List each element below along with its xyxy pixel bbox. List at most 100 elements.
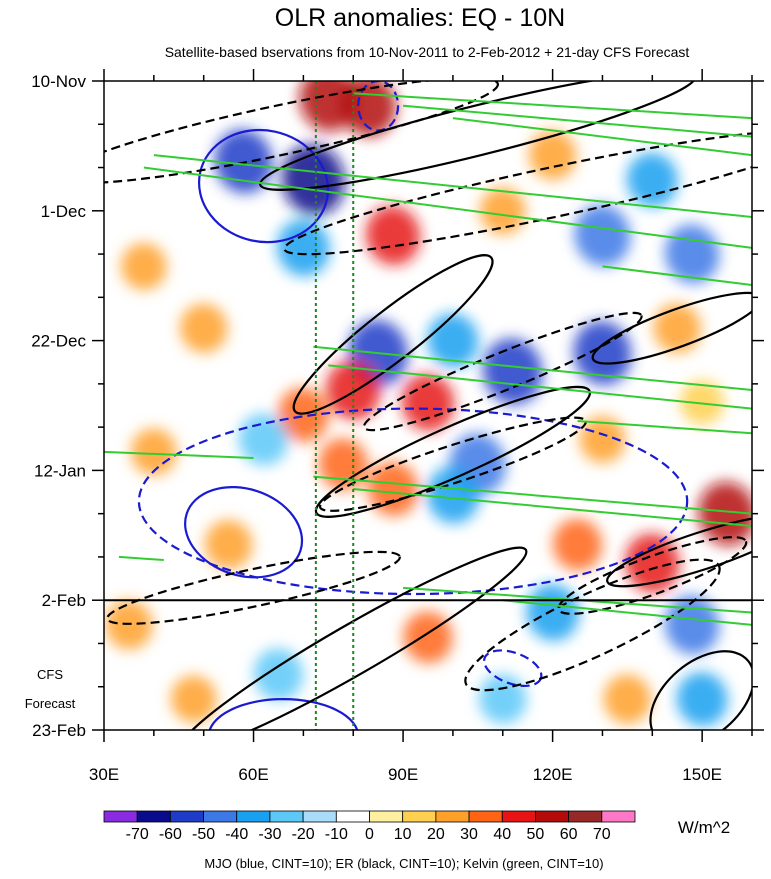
anomaly-blob-24: [552, 518, 603, 571]
colorbar-label-11: 40: [493, 826, 511, 843]
anomaly-blob-20: [367, 461, 419, 517]
reference-lines: [314, 81, 355, 730]
colorbar-swatch-8: [369, 810, 404, 823]
colorbar-swatch-15: [601, 810, 636, 823]
plot-frame: [103, 80, 753, 731]
colorbar-label-12: 50: [527, 826, 545, 843]
mjo-contour-5: [208, 698, 359, 730]
kelvin-contour-3: [402, 104, 752, 138]
anomaly-blob-15: [325, 360, 381, 420]
x-tick-label-4: 150E: [682, 765, 722, 784]
colorbar-label-5: -20: [292, 826, 315, 843]
mjo-contour-1: [357, 81, 400, 132]
anomaly-blob-16: [401, 374, 455, 431]
anomaly-blob-4: [365, 206, 421, 266]
anomaly-blob-1: [340, 81, 397, 137]
colorbar-swatch-13: [535, 810, 570, 823]
colorbar-label-14: 70: [593, 826, 611, 843]
anomaly-blob-32: [179, 303, 228, 353]
colorbar-units: W/m^2: [678, 818, 730, 837]
er-contour-1: [259, 81, 697, 191]
heatmap-layer: [105, 81, 752, 727]
plot-area: 10-Nov 1-Dec 22-Dec 12-Jan 2-Feb 23-Feb 30E 60…: [31, 69, 764, 784]
anomaly-blob-7: [574, 204, 631, 267]
y-tick-label-2: 22-Dec: [31, 332, 86, 351]
kelvin-contour-14: [602, 265, 752, 286]
kelvin-contour-1: [153, 154, 752, 218]
colorbar-label-3: -40: [225, 826, 248, 843]
anomaly-blob-41: [603, 674, 652, 724]
kelvin-contours: [104, 92, 752, 626]
colorbar-swatch-7: [335, 810, 370, 823]
colorbar-label-4: -30: [258, 826, 281, 843]
colorbar-label-8: 10: [394, 826, 412, 843]
colorbar-swatch-3: [203, 810, 238, 823]
anomaly-blob-13: [482, 338, 543, 405]
colorbar-label-1: -60: [159, 826, 182, 843]
contour-legend-footer: MJO (blue, CINT=10); ER (black, CINT=10)…: [204, 856, 603, 871]
anomaly-blob-2: [281, 144, 345, 216]
anomaly-blob-10: [528, 130, 577, 180]
kelvin-contour-0: [143, 166, 752, 249]
mjo-contour-2: [137, 407, 689, 596]
colorbar: -70 -60 -50 -40 -30 -20 -10 0 10 20 30 40 50 60 70: [103, 810, 636, 843]
anomaly-blob-34: [253, 648, 304, 701]
colorbar-label-7: 0: [365, 826, 374, 843]
y-tick-label-0: 10-Nov: [31, 72, 86, 91]
colorbar-swatch-9: [402, 810, 437, 823]
kelvin-contour-4: [452, 117, 752, 157]
colorbar-swatch-4: [236, 810, 271, 823]
kelvin-contour-5: [313, 345, 752, 392]
er-contour-11: [557, 536, 748, 615]
anomaly-blob-9: [626, 152, 678, 207]
kelvin-contour-6: [328, 364, 752, 410]
anomaly-blob-40: [170, 675, 217, 723]
anomaly-blob-39: [204, 519, 253, 570]
er-contour-3: [292, 254, 494, 415]
colorbar-swatch-6: [302, 810, 337, 823]
anomaly-blob-23: [625, 533, 680, 593]
er-contour-13: [606, 514, 752, 588]
colorbar-swatch-14: [568, 810, 603, 823]
er-contour-4: [362, 311, 643, 432]
forecast-label-line2: Forecast: [25, 696, 76, 711]
anomaly-blob-6: [479, 187, 526, 235]
y-tick-label-1: 1-Dec: [41, 202, 87, 221]
colorbar-swatch-0: [103, 810, 138, 823]
er-contour-5: [591, 291, 752, 365]
x-tick-label-3: 120E: [533, 765, 573, 784]
anomaly-blob-30: [130, 428, 177, 476]
colorbar-label-9: 20: [427, 826, 445, 843]
y-tick-label-5: 23-Feb: [32, 721, 86, 740]
er-contour-2: [283, 129, 752, 256]
colorbar-label-13: 60: [560, 826, 578, 843]
anomaly-blob-38: [653, 303, 702, 353]
colorbar-swatch-2: [169, 810, 204, 823]
x-tick-label-1: 60E: [238, 765, 268, 784]
kelvin-contour-7: [313, 475, 752, 515]
anomaly-blob-3: [214, 129, 273, 194]
kelvin-contour-8: [353, 487, 752, 528]
er-contour-8: [106, 550, 401, 625]
er-contour-9: [179, 546, 528, 730]
mjo-contour-0: [197, 128, 330, 244]
y-axis: 10-Nov 1-Dec 22-Dec 12-Jan 2-Feb 23-Feb: [31, 72, 764, 740]
colorbar-label-0: -70: [126, 826, 149, 843]
anomaly-blob-37: [680, 380, 725, 425]
er-contour-12: [649, 650, 752, 730]
er-contour-0: [104, 81, 500, 185]
kelvin-contour-2: [353, 92, 752, 120]
colorbar-swatch-1: [136, 810, 171, 823]
forecast-label-line1: CFS: [37, 667, 63, 682]
er-contour-10: [464, 558, 721, 692]
colorbar-swatch-12: [501, 810, 536, 823]
colorbar-label-10: 30: [460, 826, 478, 843]
kelvin-contour-13: [577, 419, 752, 435]
anomaly-blob-22: [698, 481, 752, 546]
kelvin-contour-9: [502, 599, 752, 626]
x-axis: 30E 60E 90E 120E 150E: [89, 69, 753, 784]
colorbar-label-2: -50: [192, 826, 215, 843]
colorbar-label-6: -10: [325, 826, 348, 843]
anomaly-blob-33: [238, 413, 289, 466]
